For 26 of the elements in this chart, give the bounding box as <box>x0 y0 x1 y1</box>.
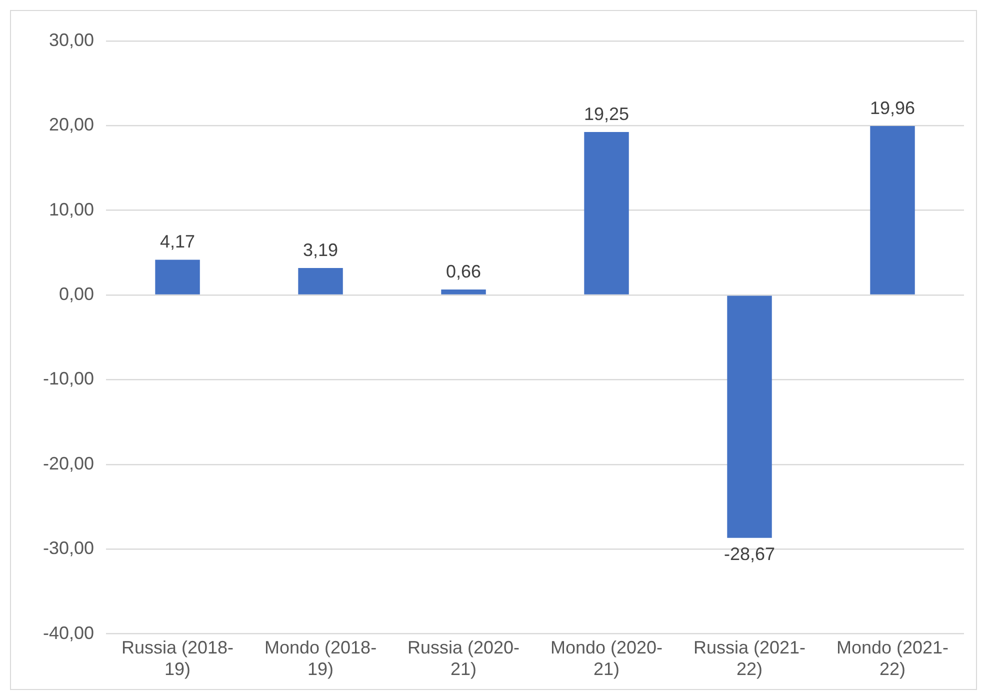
data-label: 4,17 <box>160 232 196 252</box>
bar <box>727 296 772 538</box>
bar <box>441 289 486 294</box>
data-label: -28,67 <box>724 544 776 564</box>
y-tick-label: 30,00 <box>48 30 94 50</box>
y-tick-label: 0,00 <box>58 284 94 304</box>
bar <box>870 126 915 294</box>
data-label: 0,66 <box>446 261 482 282</box>
data-label: 19,96 <box>870 98 916 118</box>
data-label: 3,19 <box>303 240 338 260</box>
y-tick-label: 20,00 <box>48 114 94 135</box>
y-tick-label: 10,00 <box>48 199 94 220</box>
x-tick-label: Russia (2018-19) <box>122 638 234 680</box>
x-tick-label: Mondo (2020-21) <box>550 638 663 680</box>
y-tick-label: -30,00 <box>42 538 94 558</box>
x-tick-label: Mondo (2018-19) <box>264 638 377 680</box>
y-tick-label: -10,00 <box>42 368 94 389</box>
bar <box>155 260 200 294</box>
data-label: 19,25 <box>584 104 630 124</box>
x-tick-label: Mondo (2021-22) <box>836 638 949 680</box>
y-tick-label: -20,00 <box>42 453 94 474</box>
y-tick-label: -40,00 <box>42 622 94 643</box>
x-tick-label: Russia (2020-21) <box>407 638 520 680</box>
bar <box>584 132 629 294</box>
x-tick-label: Russia (2021-22) <box>693 638 806 680</box>
bar <box>298 268 343 294</box>
